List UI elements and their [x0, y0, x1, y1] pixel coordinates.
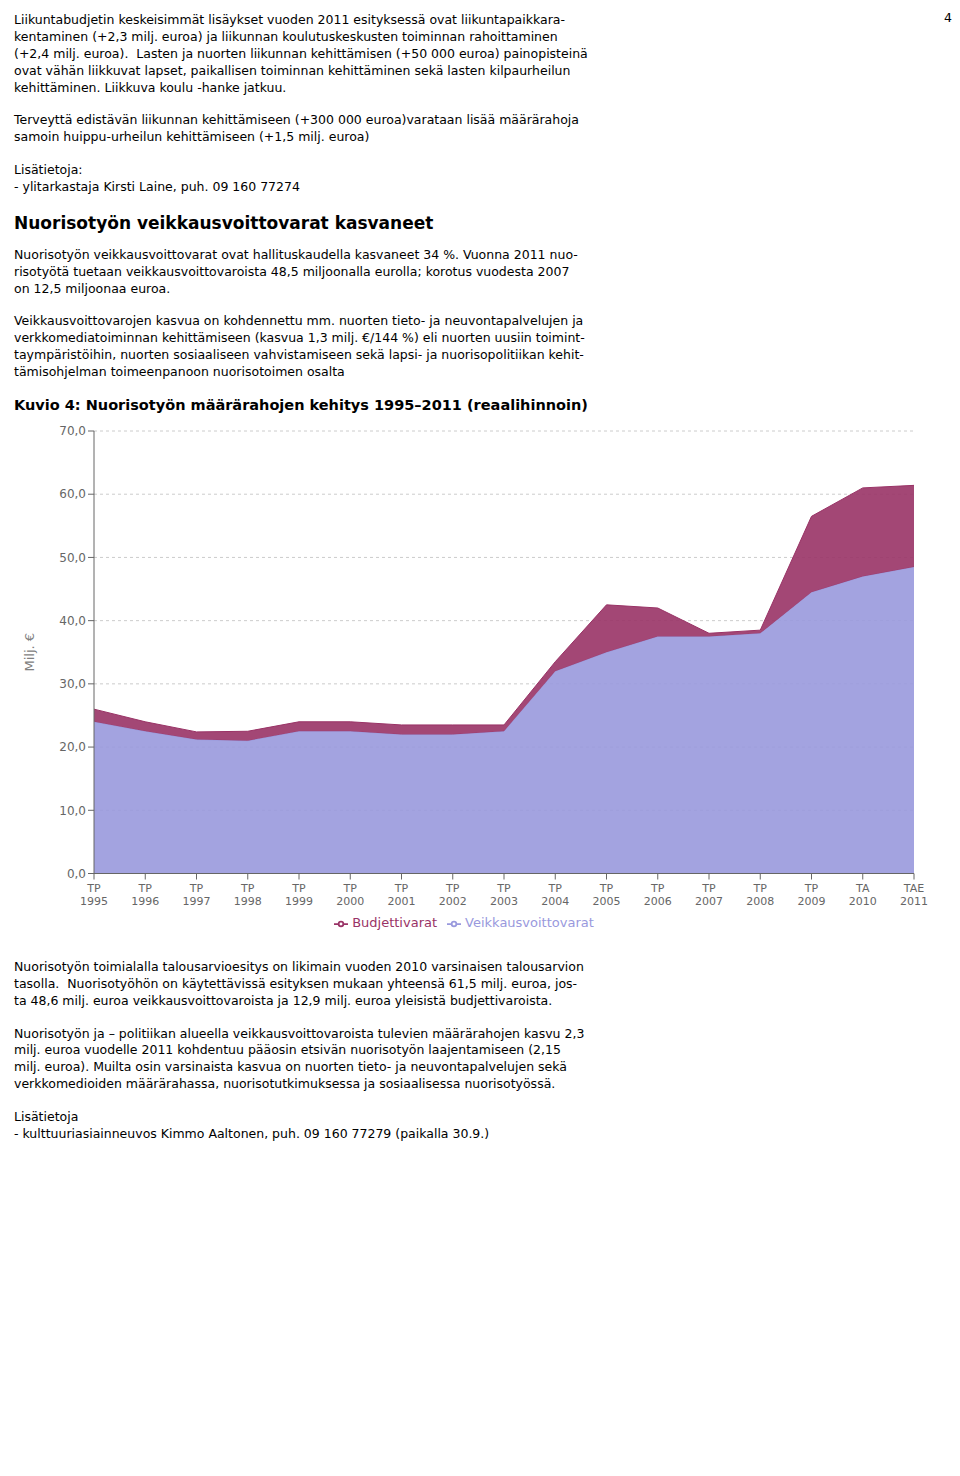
- svg-text:TP1995: TP1995: [80, 881, 108, 907]
- svg-text:10,0: 10,0: [59, 803, 86, 817]
- svg-text:30,0: 30,0: [59, 677, 86, 691]
- html-text:Veikkausvoittovarojen kasvua o: Veikkausvoittovarojen kasvua on kohdenne…: [14, 313, 585, 380]
- html-text:Terveyttä edistävän liikunnan: Terveyttä edistävän liikunnan kehittämis…: [14, 112, 579, 145]
- svg-text:0,0: 0,0: [67, 867, 86, 881]
- html-text:Lisätietoja: - ylitarkastaja K: Lisätietoja: - ylitarkastaja Kirsti Lain…: [14, 162, 300, 194]
- svg-text:TP1997: TP1997: [183, 881, 211, 907]
- html-text:Nuorisotyön ja – politiikan al: Nuorisotyön ja – politiikan alueella vei…: [14, 1025, 585, 1092]
- html-text:Kuvio 4: Nuorisotyön määräraho: Kuvio 4: Nuorisotyön määrärahojen kehity…: [14, 396, 588, 413]
- svg-text:TP2009: TP2009: [798, 881, 826, 907]
- svg-text:TP2004: TP2004: [541, 881, 569, 907]
- svg-text:Milj. €: Milj. €: [22, 633, 37, 672]
- svg-text:60,0: 60,0: [59, 487, 86, 501]
- html-text:Liikuntabudjetin keskeisimmät: Liikuntabudjetin keskeisimmät lisäykset …: [14, 12, 588, 95]
- html-text:Budjettivarat: Budjettivarat: [352, 915, 438, 931]
- svg-text:TA2010: TA2010: [849, 881, 877, 907]
- html-text:Nuorisotyön veikkausvoittovara: Nuorisotyön veikkausvoittovarat ovat hal…: [14, 246, 578, 296]
- html-text:Veikkausvoittovarat: Veikkausvoittovarat: [465, 915, 594, 931]
- svg-text:TP1996: TP1996: [131, 881, 159, 907]
- svg-text:TP2007: TP2007: [695, 881, 723, 907]
- svg-text:70,0: 70,0: [59, 424, 86, 438]
- svg-text:TP1999: TP1999: [285, 881, 313, 907]
- svg-text:TAE2011: TAE2011: [900, 881, 928, 907]
- svg-text:TP2006: TP2006: [644, 881, 672, 907]
- html-text:Lisätietoja - kulttuuriasiainn: Lisätietoja - kulttuuriasiainneuvos Kimm…: [14, 1109, 490, 1141]
- svg-text:40,0: 40,0: [59, 614, 86, 628]
- svg-text:50,0: 50,0: [59, 551, 86, 565]
- svg-text:TP2005: TP2005: [593, 881, 621, 907]
- html-text:Nuorisotyön veikkausvoittovara: Nuorisotyön veikkausvoittovarat kasvanee…: [14, 212, 434, 233]
- html-text:Nuorisotyön toimialalla talous: Nuorisotyön toimialalla talousarvioesity…: [14, 958, 584, 1008]
- svg-text:TP2002: TP2002: [439, 881, 467, 907]
- svg-text:TP1998: TP1998: [234, 881, 262, 907]
- svg-text:TP2003: TP2003: [490, 881, 518, 907]
- svg-text:TP2008: TP2008: [746, 881, 774, 907]
- svg-text:20,0: 20,0: [59, 740, 86, 754]
- svg-text:TP2000: TP2000: [336, 881, 364, 907]
- html-text:4: 4: [944, 10, 952, 25]
- svg-text:TP2001: TP2001: [388, 881, 416, 907]
